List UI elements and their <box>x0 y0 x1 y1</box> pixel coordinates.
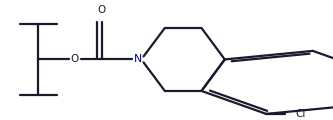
Text: O: O <box>98 5 106 15</box>
Text: O: O <box>71 54 79 64</box>
Text: Cl: Cl <box>295 109 306 119</box>
Text: N: N <box>134 54 142 64</box>
